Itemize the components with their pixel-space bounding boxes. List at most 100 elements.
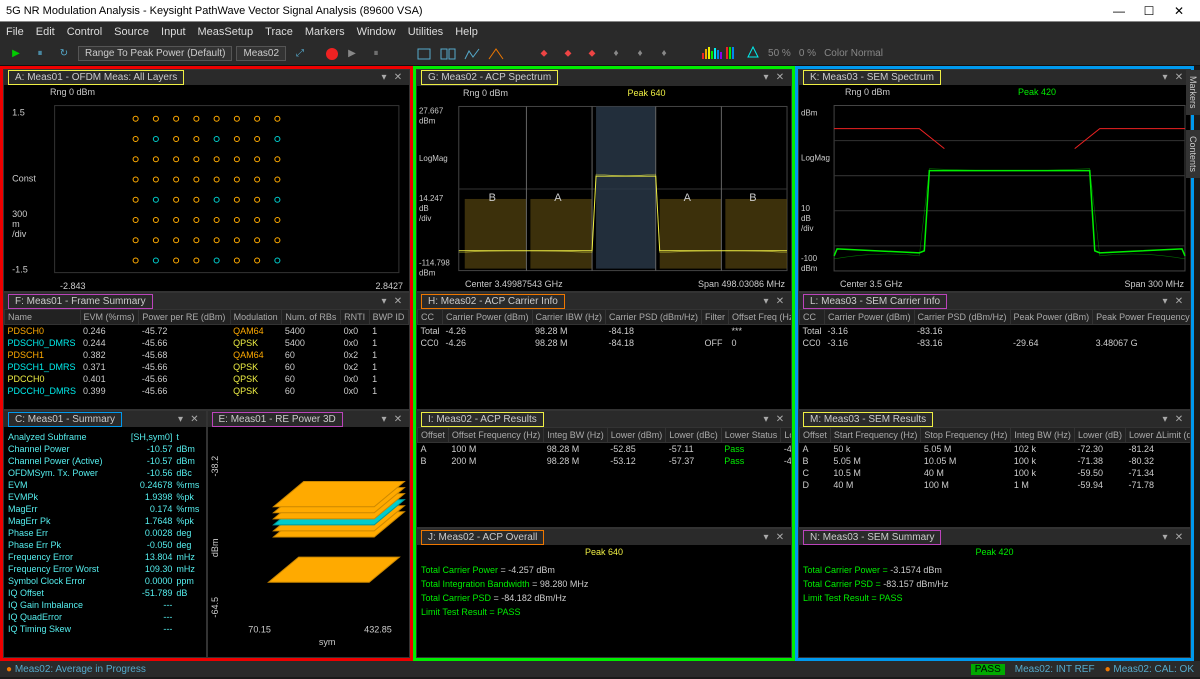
rec-pause-icon[interactable]: ⏸ (366, 45, 386, 63)
restart-icon[interactable]: ↻ (54, 45, 74, 63)
menu-help[interactable]: Help (455, 26, 478, 38)
panel-f-close-icon[interactable]: ✕ (391, 296, 405, 307)
panel-h-close-icon[interactable]: ✕ (773, 296, 787, 307)
panel-n-title[interactable]: N: Meas03 - SEM Summary (803, 530, 941, 545)
menu-meassetup[interactable]: MeasSetup (198, 26, 254, 38)
menu-source[interactable]: Source (114, 26, 149, 38)
panel-g-title[interactable]: G: Meas02 - ACP Spectrum (421, 70, 558, 85)
panel-i-menu-icon[interactable]: ▾ (759, 414, 773, 425)
menu-window[interactable]: Window (357, 26, 396, 38)
marker6-icon[interactable]: ♦ (654, 45, 674, 63)
trace3-icon[interactable] (462, 45, 482, 63)
marker5-icon[interactable]: ♦ (630, 45, 650, 63)
panel-k-plot[interactable]: dBm LogMag 10 dB /div -100 dBm (799, 99, 1190, 277)
panel-k-title[interactable]: K: Meas03 - SEM Spectrum (803, 70, 941, 85)
panel-m-menu-icon[interactable]: ▾ (1158, 414, 1172, 425)
panel-e-3d: E: Meas01 - RE Power 3D ▾ ✕ -38.2 dBm -6… (207, 410, 411, 658)
svg-text:A: A (554, 192, 562, 204)
panel-l-title[interactable]: L: Meas03 - SEM Carrier Info (803, 294, 947, 309)
panel-j-menu-icon[interactable]: ▾ (759, 532, 773, 543)
panel-c-close-icon[interactable]: ✕ (188, 414, 202, 425)
menu-file[interactable]: File (6, 26, 24, 38)
svg-text:B: B (749, 192, 756, 204)
close-button[interactable]: ✕ (1164, 4, 1194, 18)
panel-g-close-icon[interactable]: ✕ (773, 72, 787, 83)
range-dropdown[interactable]: Range To Peak Power (Default) (78, 46, 232, 61)
panel-e-menu-icon[interactable]: ▾ (377, 414, 391, 425)
panel-g-menu-icon[interactable]: ▾ (759, 72, 773, 83)
maximize-button[interactable]: ☐ (1134, 4, 1164, 18)
trace2-icon[interactable] (438, 45, 458, 63)
panel-j-close-icon[interactable]: ✕ (773, 532, 787, 543)
panel-h-carrier: H: Meas02 - ACP Carrier Info ▾ ✕ CCCarri… (416, 292, 792, 410)
marker1-icon[interactable]: ⬥ (534, 45, 554, 63)
panel-a-menu-icon[interactable]: ▾ (377, 72, 391, 83)
pause-icon[interactable]: ⏸ (30, 45, 50, 63)
colornorm[interactable]: Color Normal (824, 48, 883, 59)
statusbar: ● Meas02: Average in Progress PASS Meas0… (0, 661, 1200, 677)
panel-i-close-icon[interactable]: ✕ (773, 414, 787, 425)
panel-k-menu-icon[interactable]: ▾ (1158, 72, 1172, 83)
menu-utilities[interactable]: Utilities (408, 26, 443, 38)
autoscale-icon[interactable]: ⤢ (290, 45, 310, 63)
panel-a-title[interactable]: A: Meas01 - OFDM Meas: All Layers (8, 70, 184, 85)
svg-text:dBm: dBm (801, 109, 818, 118)
panel-l-close-icon[interactable]: ✕ (1172, 296, 1186, 307)
panel-g-acp-spectrum: G: Meas02 - ACP Spectrum ▾ ✕ Rng 0 dBmPe… (416, 69, 792, 292)
panel-n-close-icon[interactable]: ✕ (1172, 532, 1186, 543)
triangle-icon[interactable] (746, 45, 760, 62)
marker4-icon[interactable]: ♦ (606, 45, 626, 63)
panel-k-close-icon[interactable]: ✕ (1172, 72, 1186, 83)
svg-text:-64.5: -64.5 (210, 597, 220, 618)
marker3-icon[interactable]: ⬥ (582, 45, 602, 63)
sidetab-contents[interactable]: Contents (1186, 130, 1200, 178)
panel-m-title[interactable]: M: Meas03 - SEM Results (803, 412, 933, 427)
panel-c-body[interactable]: Analyzed Subframe[SH,sym0]tChannel Power… (4, 427, 206, 657)
panel-f-menu-icon[interactable]: ▾ (377, 296, 391, 307)
panel-e-close-icon[interactable]: ✕ (391, 414, 405, 425)
panel-e-title[interactable]: E: Meas01 - RE Power 3D (212, 412, 343, 427)
panel-c-menu-icon[interactable]: ▾ (174, 414, 188, 425)
marker2-icon[interactable]: ⬥ (558, 45, 578, 63)
panel-j-title[interactable]: J: Meas02 - ACP Overall (421, 530, 544, 545)
minimize-button[interactable]: — (1104, 4, 1134, 18)
trace4-icon[interactable] (486, 45, 506, 63)
spectrum-bars-icon[interactable] (702, 45, 742, 62)
panel-g-plot[interactable]: 27.667 dBm LogMag 14.247 dB /div -114.79… (417, 100, 791, 277)
panel-l-table[interactable]: CCCarrier Power (dBm)Carrier PSD (dBm/Hz… (799, 309, 1190, 349)
svg-text:-114.798: -114.798 (419, 259, 450, 268)
panel-m-close-icon[interactable]: ✕ (1172, 414, 1186, 425)
panel-f-table[interactable]: NameEVM (%rms)Power per RE (dBm)Modulati… (4, 309, 409, 397)
menu-control[interactable]: Control (67, 26, 102, 38)
panel-l-menu-icon[interactable]: ▾ (1158, 296, 1172, 307)
panel-e-plot[interactable]: -38.2 dBm -64.5 70.15 sym 432.85 (208, 427, 410, 657)
panel-h-title[interactable]: H: Meas02 - ACP Carrier Info (421, 294, 565, 309)
panel-h-menu-icon[interactable]: ▾ (759, 296, 773, 307)
sidetab-markers[interactable]: Markers (1186, 70, 1200, 115)
panel-k-peak: Peak 420 (1018, 87, 1056, 97)
menu-markers[interactable]: Markers (305, 26, 345, 38)
trace1-icon[interactable] (414, 45, 434, 63)
meas-dropdown[interactable]: Meas02 (236, 46, 286, 61)
panel-i-table[interactable]: OffsetOffset Frequency (Hz)Integ BW (Hz)… (417, 427, 791, 467)
panel-a-close-icon[interactable]: ✕ (391, 72, 405, 83)
menu-edit[interactable]: Edit (36, 26, 55, 38)
menu-trace[interactable]: Trace (265, 26, 293, 38)
titlebar: 5G NR Modulation Analysis - Keysight Pat… (0, 0, 1200, 22)
panel-h-table[interactable]: CCCarrier Power (dBm)Carrier IBW (Hz)Car… (417, 309, 791, 349)
svg-text:/div: /div (12, 229, 27, 239)
panel-c-title[interactable]: C: Meas01 - Summary (8, 412, 122, 427)
panel-a-plot[interactable]: 1.5 Const 300 m /div -1.5 (function(){ v… (4, 99, 409, 279)
panel-k-sem-spectrum: K: Meas03 - SEM Spectrum ▾ ✕ Rng 0 dBmPe… (798, 69, 1191, 292)
panel-i-title[interactable]: I: Meas02 - ACP Results (421, 412, 544, 427)
panel-n-body: Total Carrier Power = -3.1574 dBmTotal C… (799, 559, 1190, 657)
menu-input[interactable]: Input (161, 26, 185, 38)
record-icon[interactable] (326, 48, 338, 60)
rec-play-icon[interactable]: ▶ (342, 45, 362, 63)
panel-n-menu-icon[interactable]: ▾ (1158, 532, 1172, 543)
svg-text:Const: Const (12, 174, 36, 184)
panel-g-peak: Peak 640 (628, 88, 666, 98)
panel-m-table[interactable]: OffsetStart Frequency (Hz)Stop Frequency… (799, 427, 1190, 491)
play-icon[interactable]: ▶ (6, 45, 26, 63)
panel-f-title[interactable]: F: Meas01 - Frame Summary (8, 294, 153, 309)
